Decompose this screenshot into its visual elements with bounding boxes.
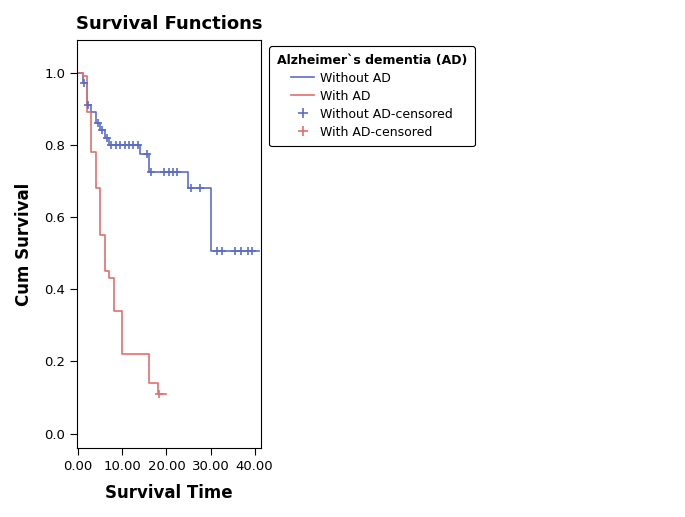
Legend: Without AD, With AD, Without AD-censored, With AD-censored: Without AD, With AD, Without AD-censored… [269, 47, 475, 146]
Y-axis label: Cum Survival: Cum Survival [15, 183, 33, 306]
Title: Survival Functions: Survival Functions [76, 15, 262, 33]
X-axis label: Survival Time: Survival Time [105, 484, 233, 502]
